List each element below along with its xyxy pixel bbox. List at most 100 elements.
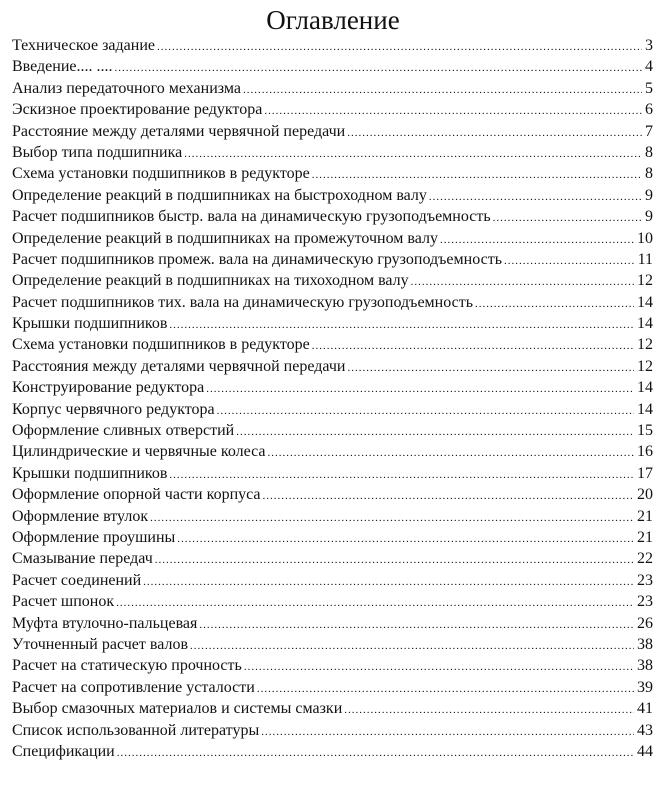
toc-entry-title: Спецификации [12, 742, 115, 760]
toc-entry-title: Эскизное проектирование редуктора [12, 101, 263, 119]
dot-leader [117, 743, 634, 764]
toc-entry[interactable]: Расстояния между деталями червячной пере… [12, 356, 653, 377]
dot-leader [347, 123, 642, 144]
toc-entry-title: Техническое задание [12, 37, 155, 54]
toc-entry-title: Определение реакций в подшипниках на про… [12, 229, 438, 247]
toc-entry[interactable]: Схема установки подшипников в редукторе 8 [12, 163, 653, 184]
toc-entry[interactable]: Расчет на статическую прочность 38 [12, 655, 653, 676]
toc-entry[interactable]: Муфта втулочно-пальцевая 26 [12, 613, 653, 634]
dot-leader [244, 657, 634, 678]
toc-entry[interactable]: Определение реакций в подшипниках на быс… [12, 185, 653, 206]
toc-entry-page: 7 [645, 122, 653, 140]
dot-leader [312, 336, 634, 357]
dot-leader [150, 508, 634, 529]
toc-entry[interactable]: Эскизное проектирование редуктора 6 [12, 99, 653, 120]
toc-entry[interactable]: Анализ передаточного механизма 5 [12, 78, 653, 99]
toc-entry-title: Цилиндрические и червячные колеса [12, 443, 266, 461]
toc-entry-page: 6 [645, 101, 653, 119]
toc-entry-title: Определение реакций в подшипниках на быс… [12, 186, 427, 204]
toc-entry[interactable]: Список использованной литературы 43 [12, 720, 653, 741]
toc-entry-title: Расчет подшипников тих. вала на динамиче… [12, 293, 474, 311]
toc-entry-page: 8 [645, 165, 653, 183]
toc-entry[interactable]: Оформление опорной части корпуса 20 [12, 484, 653, 505]
toc-entry-title: Конструирование редуктора [12, 379, 205, 397]
table-of-contents: Техническое задание 3 Введение.... .... 4 Ан… [12, 35, 653, 762]
toc-entry-page: 21 [637, 528, 653, 546]
page-title: Оглавление [266, 5, 400, 35]
toc-entry-title: Крышки подшипников [12, 464, 168, 482]
toc-entry[interactable]: Конструирование редуктора 14 [12, 377, 653, 398]
toc-entry-page: 20 [637, 486, 653, 504]
toc-entry-page: 12 [637, 357, 653, 375]
toc-entry-page: 14 [637, 379, 653, 397]
toc-entry[interactable]: Оформление проушины 21 [12, 527, 653, 548]
toc-entry[interactable]: Схема установки подшипников в редукторе 1… [12, 334, 653, 355]
toc-entry[interactable]: Цилиндрические и червячные колеса 16 [12, 441, 653, 462]
toc-entry-page: 41 [637, 700, 653, 718]
dot-leader [243, 80, 642, 101]
toc-entry-title: Анализ передаточного механизма [12, 79, 241, 97]
dot-leader [236, 422, 634, 443]
toc-entry-title: Список использованной литературы [12, 721, 260, 739]
toc-entry[interactable]: Определение реакций в подшипниках на про… [12, 228, 653, 249]
dot-leader [190, 636, 634, 657]
dot-leader [261, 722, 634, 743]
toc-entry[interactable]: Спецификации 44 [12, 741, 653, 762]
dot-leader [169, 315, 634, 336]
toc-entry-page: 16 [637, 443, 653, 461]
toc-entry-title: Оформление опорной части корпуса [12, 486, 261, 504]
toc-entry-title: Расчет подшипников быстр. вала на динами… [12, 208, 491, 226]
toc-entry-page: 39 [637, 678, 653, 696]
toc-entry[interactable]: Оформление втулок 21 [12, 506, 653, 527]
toc-entry-title: Смазывание передач [12, 550, 153, 568]
toc-entry[interactable]: Крышки подшипников 17 [12, 463, 653, 484]
toc-entry-page: 43 [637, 721, 653, 739]
toc-entry-title: Выбор смазочных материалов и системы сма… [12, 700, 343, 718]
dot-leader [344, 700, 634, 721]
toc-entry[interactable]: Оформление сливных отверстий 15 [12, 420, 653, 441]
toc-entry-title: Выбор типа подшипника [12, 143, 183, 161]
toc-entry-page: 14 [637, 293, 653, 311]
toc-entry[interactable]: Расчет шпонок 23 [12, 591, 653, 612]
toc-entry-title: Схема установки подшипников в редукторе [12, 336, 310, 354]
toc-entry-title: Оформление втулок [12, 507, 149, 525]
toc-entry-page: 14 [637, 315, 653, 333]
toc-entry[interactable]: Расчет подшипников тих. вала на динамиче… [12, 292, 653, 313]
dot-leader [411, 272, 634, 293]
dot-leader [493, 208, 642, 229]
toc-entry[interactable]: Смазывание передач 22 [12, 548, 653, 569]
dot-leader [264, 101, 642, 122]
toc-entry-page: 38 [637, 635, 653, 653]
toc-entry-page: 12 [637, 272, 653, 290]
toc-entry-title: Определение реакций в подшипниках на тих… [12, 272, 409, 290]
toc-entry[interactable]: Введение.... .... 4 [12, 56, 653, 77]
toc-entry[interactable]: Уточненный расчет валов 38 [12, 634, 653, 655]
dot-leader [206, 379, 634, 400]
toc-entry-page: 44 [637, 742, 653, 760]
toc-entry[interactable]: Техническое задание 3 [12, 35, 653, 56]
toc-entry-title: Расчет шпонок [12, 593, 115, 611]
dot-leader [115, 58, 643, 79]
toc-entry-page: 8 [645, 143, 653, 161]
toc-entry-title: Расчет подшипников промеж. вала на динам… [12, 250, 502, 268]
toc-entry-title: Схема установки подшипников в редукторе [12, 165, 310, 183]
toc-entry[interactable]: Расчет подшипников промеж. вала на динам… [12, 249, 653, 270]
toc-entry[interactable]: Расчет подшипников быстр. вала на динами… [12, 206, 653, 227]
toc-entry[interactable]: Расчет соединений 23 [12, 570, 653, 591]
toc-entry-page: 3 [645, 37, 653, 54]
toc-entry[interactable]: Корпус червячного редуктора 14 [12, 399, 653, 420]
toc-entry[interactable]: Расстояние между деталями червячной пере… [12, 121, 653, 142]
toc-entry[interactable]: Определение реакций в подшипниках на тих… [12, 270, 653, 291]
dot-leader [257, 679, 634, 700]
toc-entry-title: Крышки подшипников [12, 315, 168, 333]
toc-entry[interactable]: Крышки подшипников 14 [12, 313, 653, 334]
dot-leader [429, 187, 642, 208]
toc-entry-title: Муфта втулочно-пальцевая [12, 614, 198, 632]
toc-entry-page: 22 [637, 550, 653, 568]
toc-entry[interactable]: Выбор смазочных материалов и системы сма… [12, 698, 653, 719]
dot-leader [184, 144, 642, 165]
dot-leader [143, 572, 634, 593]
toc-entry[interactable]: Расчет на сопротивление усталости 39 [12, 677, 653, 698]
toc-entry[interactable]: Выбор типа подшипника 8 [12, 142, 653, 163]
dot-leader [177, 529, 634, 550]
